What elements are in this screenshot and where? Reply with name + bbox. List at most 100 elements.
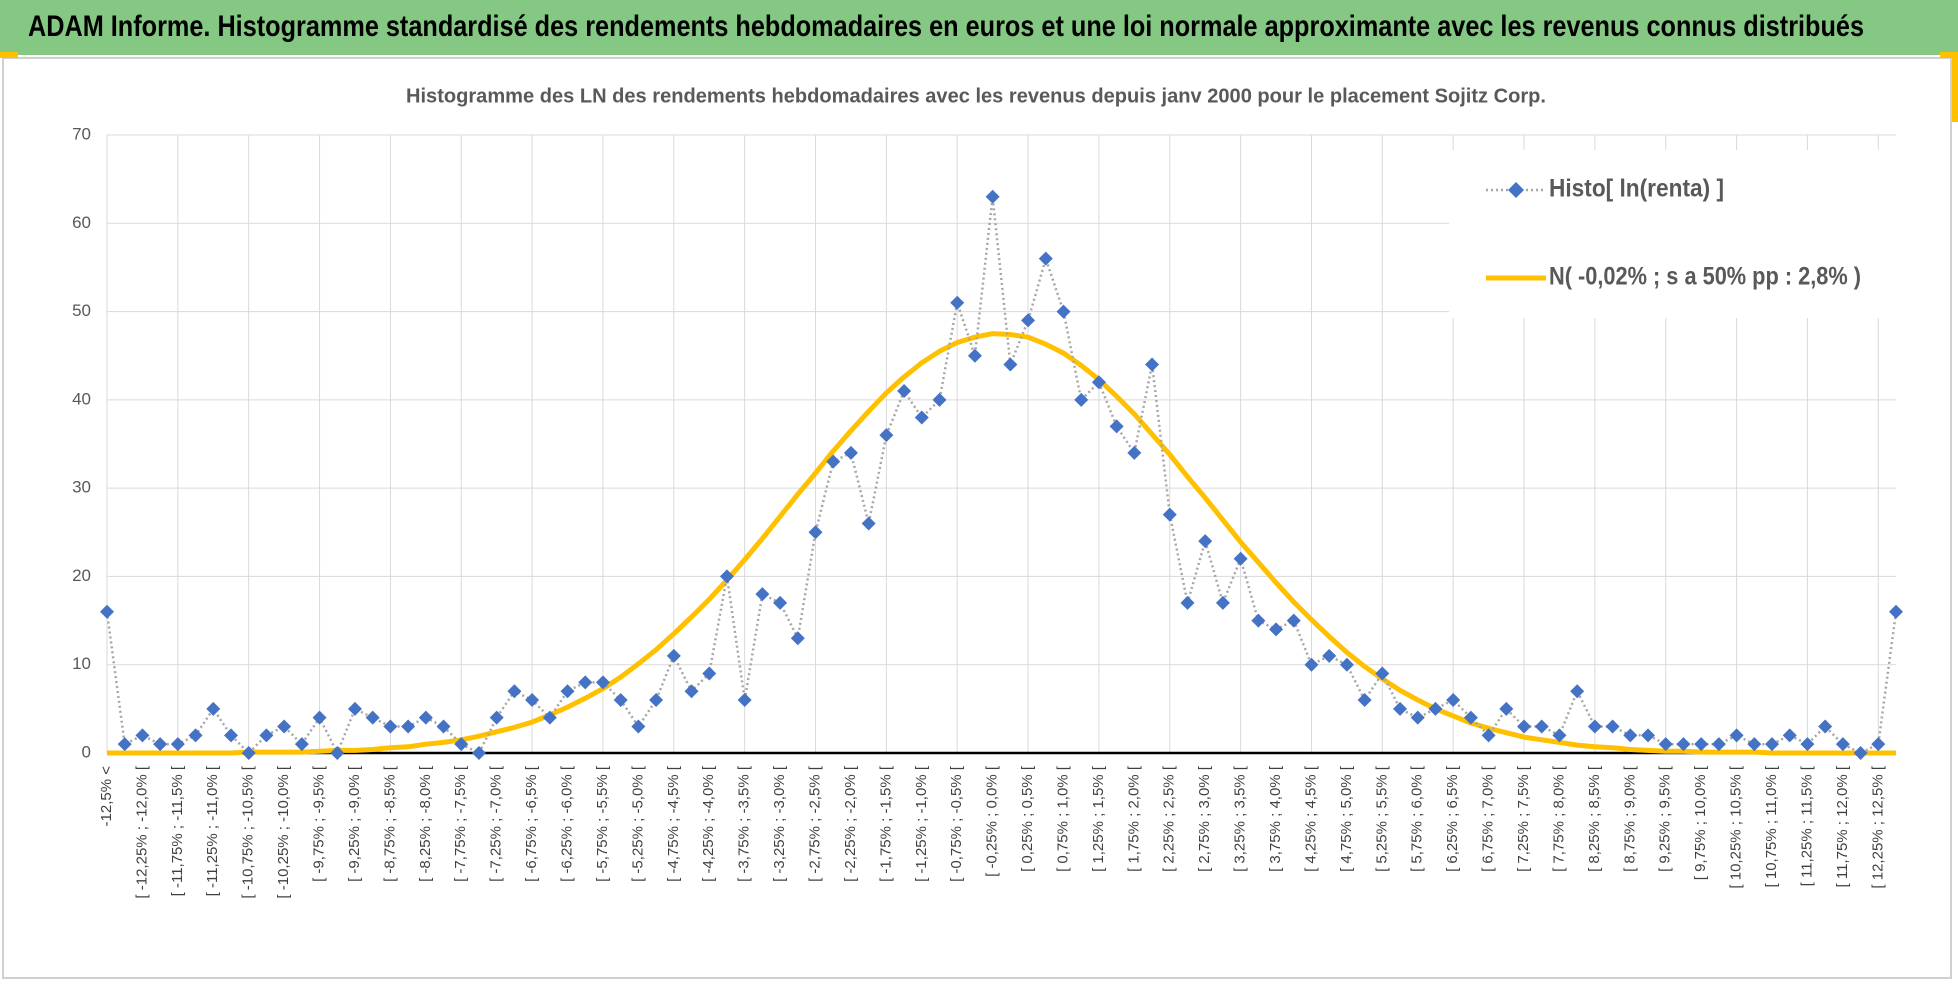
- data-point: [1393, 701, 1408, 716]
- data-point: [1853, 746, 1868, 760]
- x-tick-label: [ 11,25% ; 11,5% [: [1798, 765, 1815, 886]
- data-point: [1623, 728, 1638, 743]
- data-point: [613, 693, 628, 708]
- data-point: [330, 746, 345, 760]
- data-point: [294, 737, 309, 752]
- data-point: [897, 384, 912, 399]
- x-tick-label: [ 9,25% ; 9,5% [: [1657, 765, 1674, 872]
- data-point: [737, 693, 752, 708]
- x-tick-label: [ 5,75% ; 6,0% [: [1409, 765, 1426, 872]
- corner-accent: [1940, 52, 1958, 58]
- data-point: [790, 631, 805, 646]
- x-tick-label: [ -6,25% ; -6,0% [: [559, 765, 576, 882]
- data-point: [1357, 693, 1372, 708]
- data-point: [100, 604, 114, 619]
- data-point: [808, 525, 823, 540]
- data-point: [773, 595, 788, 610]
- data-point: [1286, 613, 1301, 628]
- data-point: [861, 516, 876, 531]
- data-point: [932, 392, 947, 407]
- y-tick-label: 20: [72, 566, 91, 585]
- data-point: [365, 710, 380, 725]
- data-point: [560, 684, 575, 699]
- data-point: [1339, 657, 1354, 672]
- x-tick-label: [ 11,75% ; 12,0% [: [1834, 765, 1851, 887]
- data-point: [542, 710, 557, 725]
- x-tick-label: [ 4,75% ; 5,0% [: [1338, 765, 1355, 872]
- data-point: [1162, 507, 1177, 522]
- data-point: [1056, 304, 1071, 319]
- data-point: [383, 719, 398, 734]
- data-point: [188, 728, 203, 743]
- x-tick-label: [ 10,25% ; 10,5% [: [1728, 765, 1745, 888]
- data-point: [1180, 595, 1195, 610]
- data-point: [1587, 719, 1602, 734]
- y-tick-label: 30: [72, 478, 91, 497]
- x-tick-label: [ 7,25% ; 7,5% [: [1515, 765, 1532, 872]
- x-tick-label: [ 3,25% ; 3,5% [: [1232, 765, 1249, 872]
- x-tick-label: [ -7,25% ; -7,0% [: [488, 765, 505, 882]
- legend-label: Histo[ ln(renta) ]: [1549, 175, 1724, 203]
- x-tick-label: [ 1,75% ; 2,0% [: [1125, 765, 1142, 872]
- data-point: [1694, 737, 1709, 752]
- data-point: [1765, 737, 1780, 752]
- data-point: [277, 719, 292, 734]
- data-point: [1782, 728, 1797, 743]
- data-point: [1021, 313, 1036, 328]
- y-tick-label: 60: [72, 213, 91, 232]
- legend-marker: [1508, 182, 1524, 198]
- data-point: [1215, 595, 1230, 610]
- data-point: [1375, 666, 1390, 681]
- x-tick-label: [ 3,75% ; 4,0% [: [1267, 765, 1284, 872]
- data-point: [135, 728, 150, 743]
- data-point: [1269, 622, 1284, 637]
- data-point: [1517, 719, 1532, 734]
- data-point: [1198, 534, 1213, 549]
- data-point: [525, 693, 540, 708]
- data-point: [1552, 728, 1567, 743]
- data-point: [454, 737, 469, 752]
- data-point: [843, 445, 858, 460]
- data-point: [1038, 251, 1053, 266]
- x-tick-label: -12,5% <: [98, 766, 115, 827]
- x-tick-label: [ -10,75% ; -10,5% [: [240, 765, 257, 898]
- data-point: [170, 737, 185, 752]
- x-tick-label: [ 7,75% ; 8,0% [: [1550, 765, 1567, 872]
- data-point: [117, 737, 132, 752]
- x-tick-label: [ 0,25% ; 0,5% [: [1019, 765, 1036, 872]
- x-tick-label: [ 1,25% ; 1,5% [: [1090, 765, 1107, 872]
- x-tick-label: [ -9,25% ; -9,0% [: [346, 765, 363, 882]
- data-point: [879, 428, 894, 443]
- x-tick-label: [ 4,25% ; 4,5% [: [1302, 765, 1319, 872]
- data-point: [1481, 728, 1496, 743]
- legend-box: [1449, 150, 1897, 318]
- data-point: [1322, 648, 1337, 663]
- data-point: [1003, 357, 1018, 372]
- x-tick-label: [ 2,25% ; 2,5% [: [1161, 765, 1178, 872]
- data-point: [950, 295, 965, 310]
- data-point: [967, 348, 982, 363]
- x-tick-label: [ -12,25% ; -12,0% [: [133, 765, 150, 898]
- data-point: [1818, 719, 1833, 734]
- data-point: [684, 684, 699, 699]
- data-point: [1835, 737, 1850, 752]
- data-point: [1091, 375, 1106, 390]
- y-tick-label: 10: [72, 654, 91, 673]
- data-point: [436, 719, 451, 734]
- data-point: [1889, 604, 1903, 619]
- data-point: [1428, 701, 1443, 716]
- data-point: [1534, 719, 1549, 734]
- y-tick-label: 40: [72, 389, 91, 408]
- chart-title: Histogramme des LN des rendements hebdom…: [406, 85, 1546, 107]
- data-point: [719, 569, 734, 584]
- data-point: [1233, 551, 1248, 566]
- data-point: [471, 746, 486, 760]
- x-tick-label: [ -2,25% ; -2,0% [: [842, 765, 859, 882]
- data-point: [1800, 737, 1815, 752]
- series-line: [107, 331, 1896, 756]
- data-point: [1127, 445, 1142, 460]
- x-tick-label: [ 8,75% ; 9,0% [: [1621, 765, 1638, 872]
- x-tick-label: [ -10,25% ; -10,0% [: [275, 765, 292, 898]
- data-point: [1304, 657, 1319, 672]
